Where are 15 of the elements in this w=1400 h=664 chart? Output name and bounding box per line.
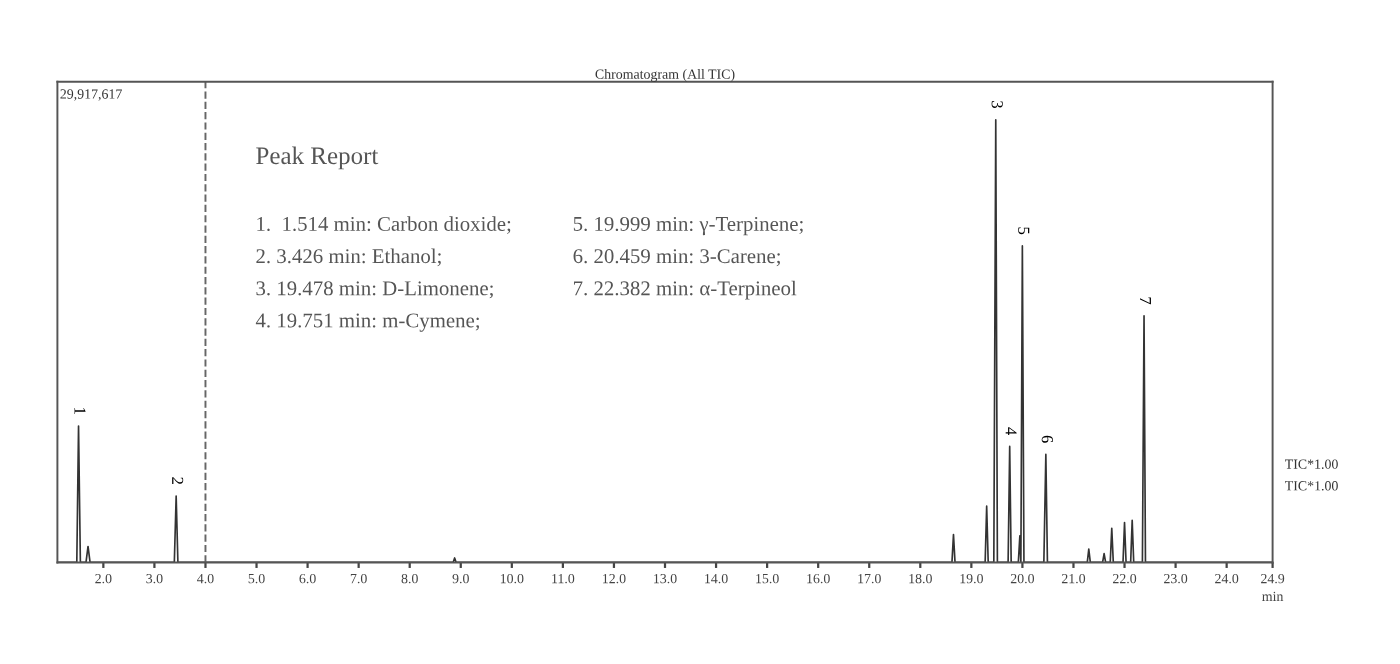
annotation: 2. 3.426 min: Ethanol; bbox=[256, 248, 441, 267]
annotation: 5. 19.999 min: γ-Terpinene; bbox=[573, 216, 803, 236]
annotation: 7. 22.382 min: α-Terpineol bbox=[574, 280, 797, 300]
annotation: 2 bbox=[172, 477, 184, 484]
annotation: 1. 1.514 min: Carbon dioxide; bbox=[257, 216, 511, 234]
annotation: 4. 19.751 min: m-Cymene; bbox=[255, 313, 479, 332]
annotation: 3 bbox=[991, 101, 1003, 108]
annotation: 6. 20.459 min: 3-Carene; bbox=[573, 249, 780, 267]
annotation: 6 bbox=[1041, 435, 1053, 443]
annotation: 5 bbox=[1018, 227, 1030, 235]
annotation: 3. 19.478 min: D-Limonene; bbox=[256, 281, 493, 299]
annotation: Peak Report bbox=[256, 146, 379, 170]
annotation: 7 bbox=[1140, 297, 1151, 305]
annotation: 1 bbox=[74, 408, 86, 414]
annotation: 4 bbox=[1005, 427, 1017, 436]
